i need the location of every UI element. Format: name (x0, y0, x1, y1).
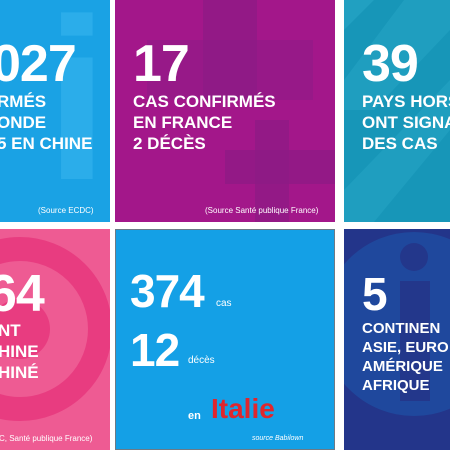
continents-number: 5 (362, 268, 388, 320)
worldwide-cases-number: 027 (0, 35, 77, 93)
tile-countries-outside: 39 PAYS HORS ONT SIGNA DES CAS (344, 0, 450, 222)
continents-line-1: CONTINEN (362, 320, 441, 337)
country-name: Italie (211, 393, 275, 424)
countries-line-1: PAYS HORS (362, 92, 450, 111)
worldwide-cases-line-3: 5 EN CHINE (0, 134, 93, 153)
tile-worldwide-cases: i 027 RMÉS ONDE 5 EN CHINE (Source ECDC) (0, 0, 110, 222)
china-cases-line-3: HINÉ (0, 363, 39, 382)
tile-continents: 5 CONTINEN ASIE, EURO AMÉRIQUE AFRIQUE (344, 229, 450, 450)
tile-italy-cases: 374 cas 12 décès en Italie source Babilo… (115, 229, 335, 450)
continents-line-2: ASIE, EURO (362, 339, 449, 356)
decorative-rings (0, 237, 110, 421)
italy-cases-unit: cas (216, 298, 232, 309)
continents-line-4: AFRIQUE (362, 377, 430, 394)
china-cases-line-2: HINE (0, 342, 39, 361)
info-icon (344, 232, 450, 416)
decorative-stripes (344, 0, 450, 222)
italy-deaths-number: 12 (130, 324, 180, 376)
countries-line-2: ONT SIGNA (362, 113, 450, 132)
source-label: (Source ECDC) (38, 206, 94, 215)
worldwide-cases-line-2: ONDE (0, 113, 47, 132)
france-cases-number: 17 (133, 35, 190, 93)
source-label: (Source Santé publique France) (205, 206, 319, 215)
decorative-plus-shapes (147, 0, 335, 222)
tile-china-cases: 64 NT HINE HINÉ C, Santé publique France… (0, 229, 110, 450)
china-cases-line-1: NT (0, 321, 21, 340)
france-cases-line-1: CAS CONFIRMÉS (133, 92, 276, 111)
country-prefix: en (188, 410, 201, 422)
italy-cases-number: 374 (130, 265, 205, 317)
france-cases-line-3: 2 DÉCÈS (133, 134, 206, 153)
italy-deaths-unit: décès (188, 355, 215, 366)
source-label: C, Santé publique France) (0, 434, 93, 443)
source-label: source Babilown (252, 435, 304, 442)
continents-line-3: AMÉRIQUE (362, 358, 443, 375)
tile-france-cases: 17 CAS CONFIRMÉS EN FRANCE 2 DÉCÈS (Sour… (115, 0, 335, 222)
countries-number: 39 (362, 35, 419, 93)
decorative-letter: i (45, 0, 109, 222)
china-cases-number: 64 (0, 265, 45, 323)
countries-line-3: DES CAS (362, 134, 438, 153)
worldwide-cases-line-1: RMÉS (0, 92, 47, 111)
france-cases-line-2: EN FRANCE (133, 113, 233, 132)
